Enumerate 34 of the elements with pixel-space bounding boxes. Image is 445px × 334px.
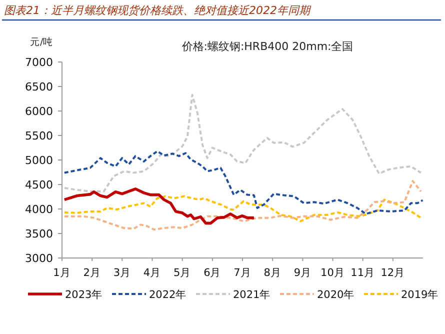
legend-label: 2022年 bbox=[149, 289, 187, 301]
chart-subtitle: 价格:螺纹钢:HRB400 20mm:全国 bbox=[180, 40, 354, 53]
y-tick-label: 3000 bbox=[25, 252, 53, 265]
y-tick-label: 7000 bbox=[25, 56, 53, 69]
x-tick-label: 2月 bbox=[83, 267, 101, 279]
x-tick-label: 8月 bbox=[264, 267, 282, 279]
x-tick-label: 6月 bbox=[204, 267, 222, 279]
line-series bbox=[63, 94, 422, 192]
line-series bbox=[63, 195, 422, 222]
y-tick-label: 6500 bbox=[25, 80, 53, 94]
y-tick-label: 4000 bbox=[25, 203, 53, 216]
y-tick-label: 5500 bbox=[25, 130, 53, 142]
y-tick-label: 6000 bbox=[25, 105, 53, 118]
y-tick-label: 5000 bbox=[25, 154, 53, 167]
line-series bbox=[63, 188, 256, 225]
legend-label: 2020年 bbox=[317, 289, 355, 301]
x-tick-label: 3月 bbox=[113, 267, 132, 279]
x-tick-label: 7月 bbox=[234, 267, 252, 279]
x-tick-label: 11月 bbox=[350, 267, 376, 279]
line-series bbox=[63, 180, 422, 231]
legend-label: 2023年 bbox=[65, 289, 103, 301]
legend-label: 2019年 bbox=[401, 289, 439, 301]
x-tick-label: 9月 bbox=[294, 267, 312, 279]
legend-label: 2021年 bbox=[233, 289, 271, 301]
y-tick-label: 3500 bbox=[25, 228, 53, 240]
x-tick-label: 12月 bbox=[380, 267, 406, 279]
x-tick-label: 1月 bbox=[53, 267, 71, 279]
y-axis-title: 元/吨 bbox=[30, 36, 54, 48]
y-tick-label: 4500 bbox=[25, 178, 53, 192]
x-tick-label: 5月 bbox=[173, 267, 192, 279]
chart-title: 图表21：近半月螺纹钢现货价格续跌、绝对值接近2022年同期 bbox=[4, 4, 312, 17]
x-tick-label: 10月 bbox=[320, 267, 345, 279]
x-tick-label: 4月 bbox=[143, 267, 162, 279]
line-series bbox=[63, 150, 424, 215]
